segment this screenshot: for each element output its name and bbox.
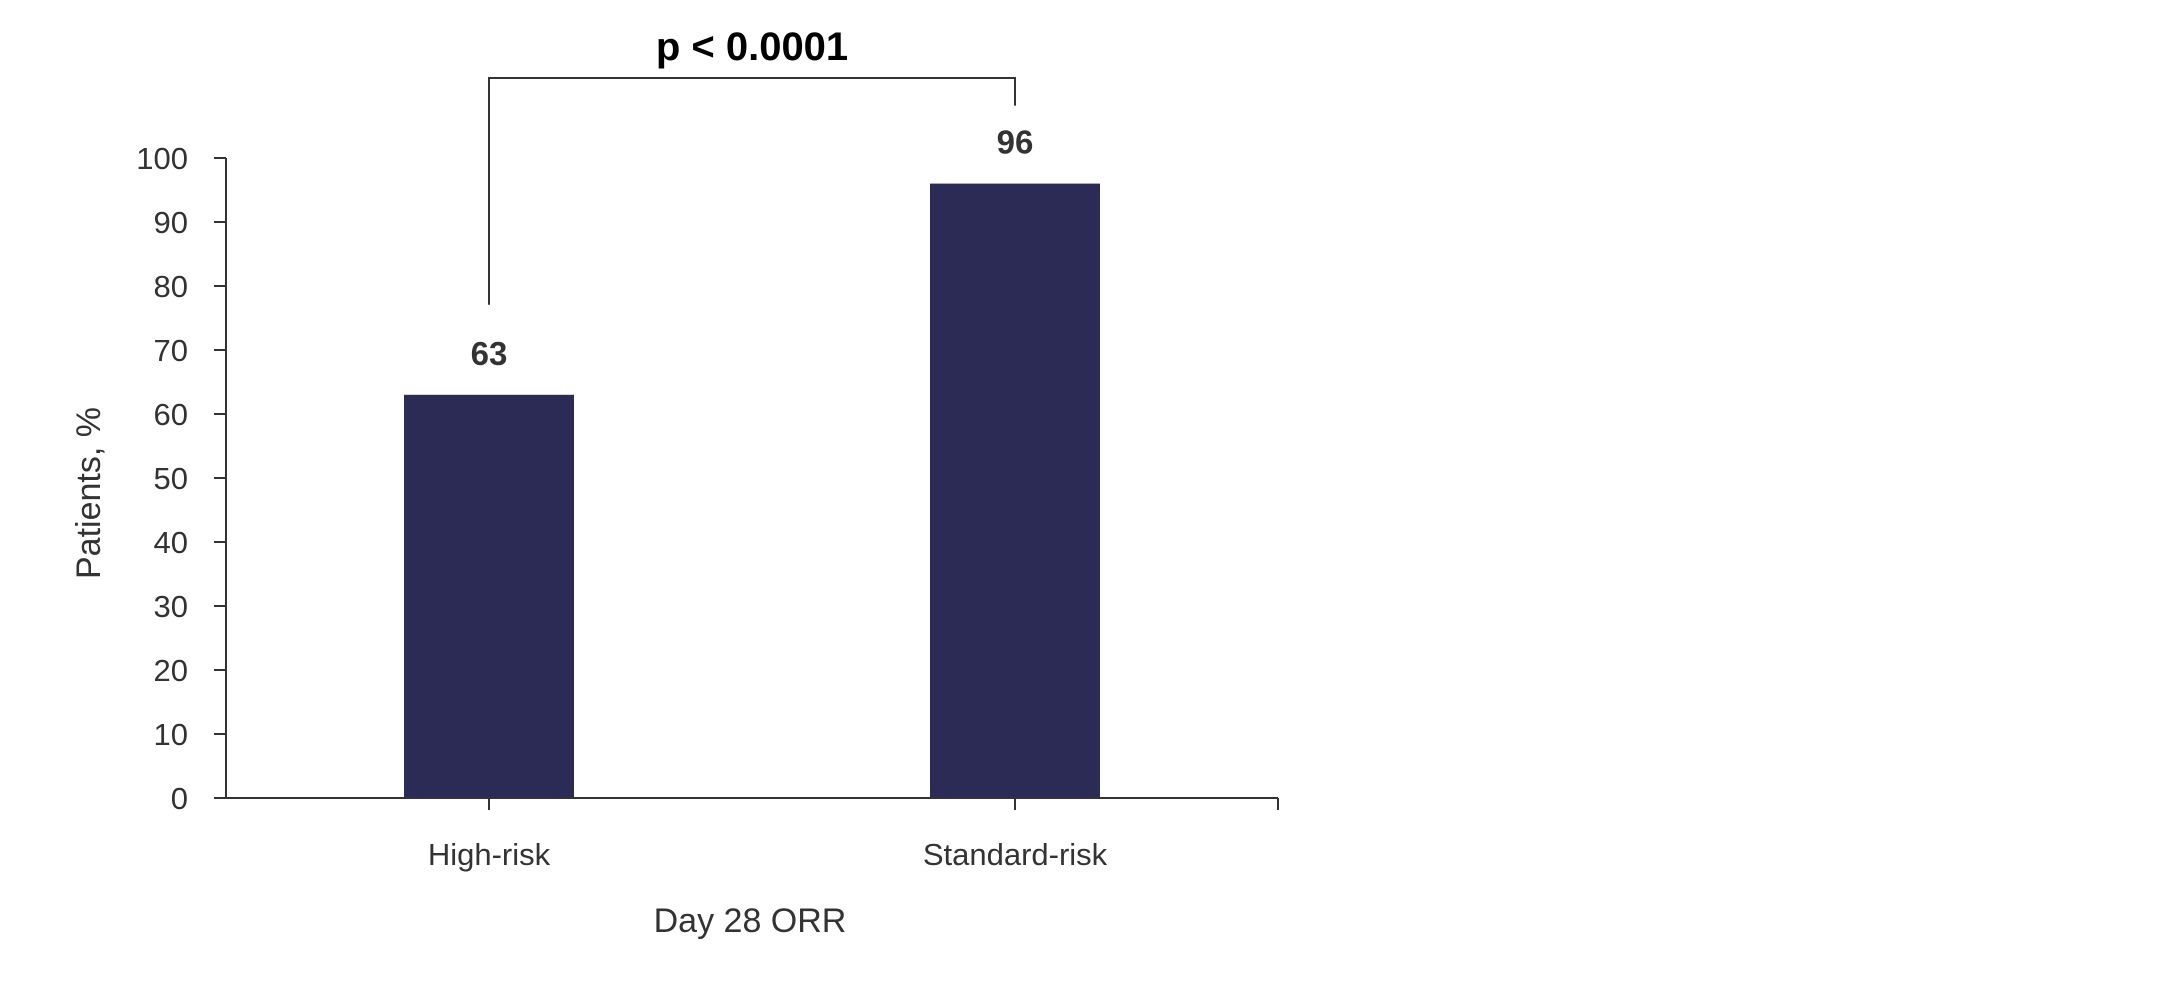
x-axis-title: Day 28 ORR bbox=[654, 902, 847, 940]
y-axis-ticks: 0 10 20 30 40 50 60 70 80 90 100 bbox=[136, 141, 226, 816]
y-tick-label: 0 bbox=[171, 781, 188, 816]
y-tick-label: 40 bbox=[154, 525, 188, 560]
y-tick-label: 80 bbox=[154, 269, 188, 304]
y-tick-label: 100 bbox=[136, 141, 188, 176]
x-tick-label: Standard-risk bbox=[923, 837, 1108, 872]
y-tick-label: 20 bbox=[154, 653, 188, 688]
data-label: 96 bbox=[997, 124, 1034, 161]
significance-label: p < 0.0001 bbox=[656, 25, 848, 69]
y-tick-label: 90 bbox=[154, 205, 188, 240]
y-tick-label: 70 bbox=[154, 333, 188, 368]
significance-bracket bbox=[488, 77, 1016, 305]
y-tick-label: 50 bbox=[154, 461, 188, 496]
bars: 63 96 bbox=[404, 124, 1100, 799]
y-tick-label: 30 bbox=[154, 589, 188, 624]
x-axis-ticks: High-risk Standard-risk bbox=[428, 798, 1279, 872]
y-tick-label: 10 bbox=[154, 717, 188, 752]
x-tick-label: High-risk bbox=[428, 837, 551, 872]
bar-standard-risk bbox=[930, 183, 1100, 799]
data-label: 63 bbox=[471, 335, 508, 372]
bar-high-risk bbox=[404, 394, 574, 798]
y-tick-label: 60 bbox=[154, 397, 188, 432]
y-axis-title: Patients, % bbox=[70, 407, 108, 579]
